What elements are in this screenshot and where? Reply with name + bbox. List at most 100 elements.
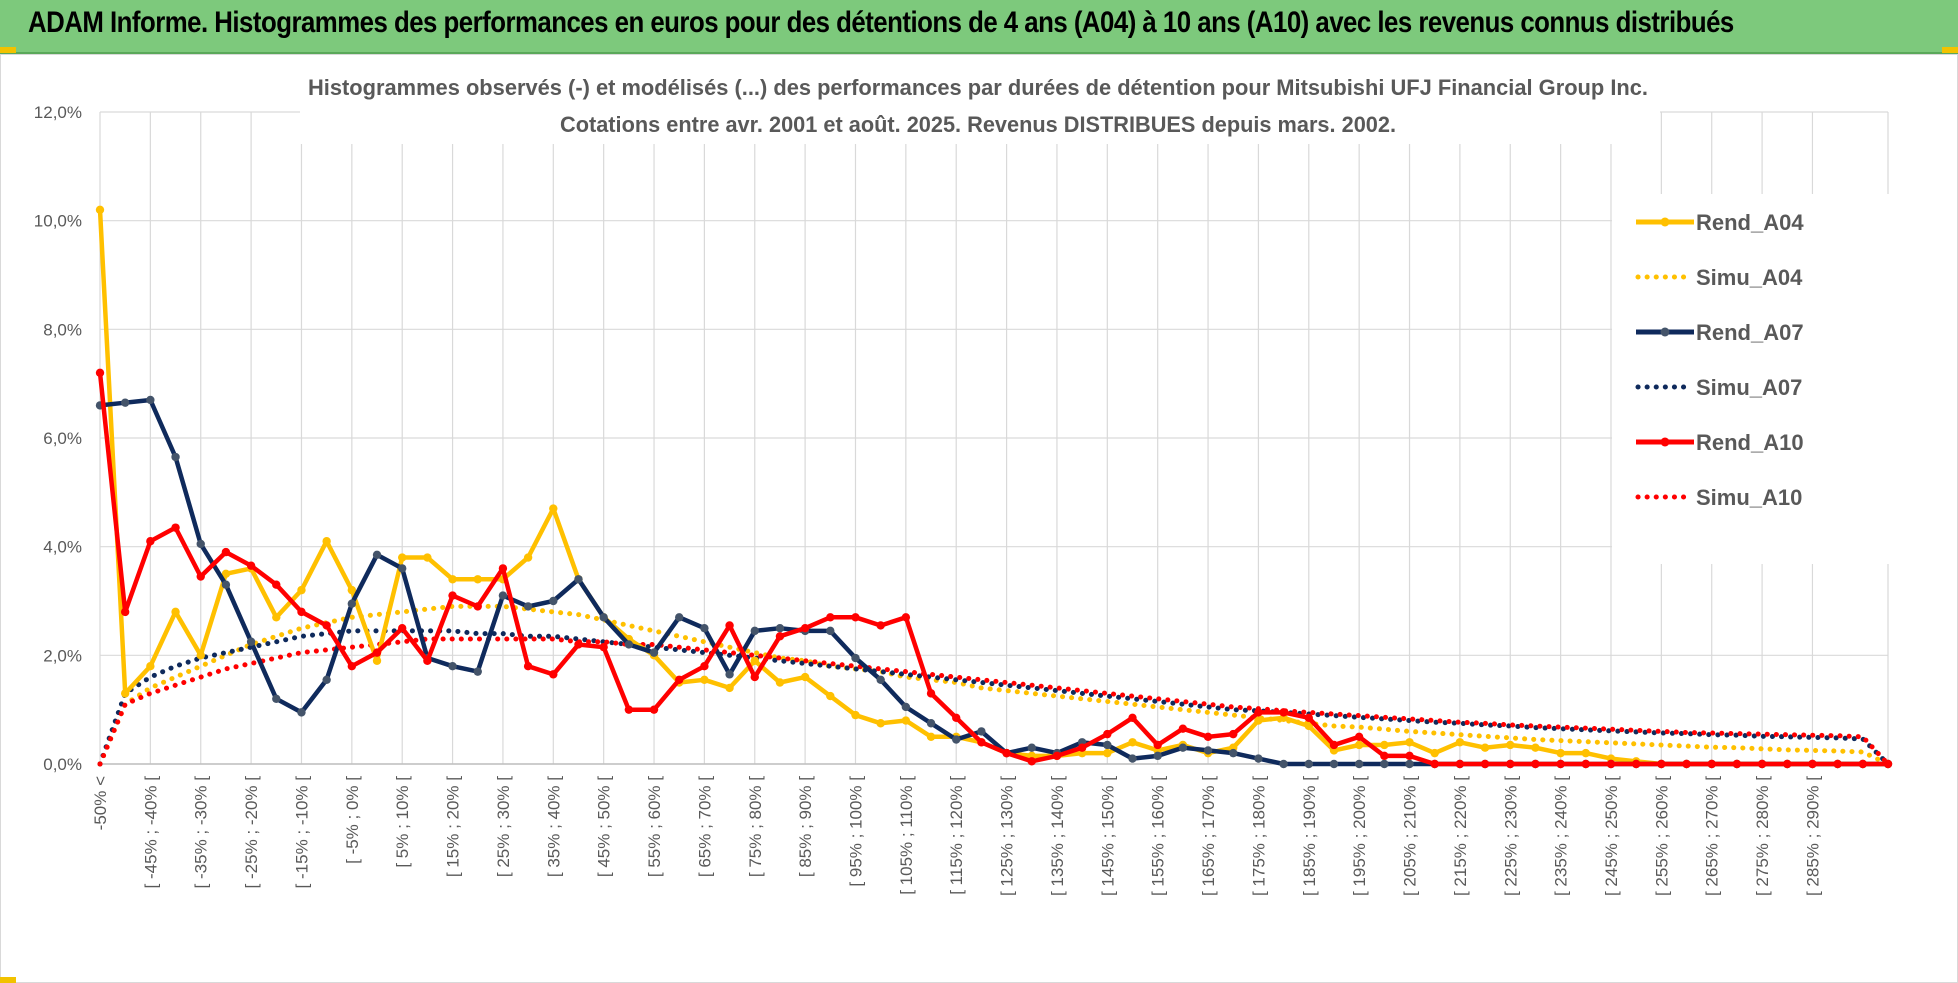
series-point-Rend_A07 [146, 395, 155, 405]
series-point-Rend_A10 [675, 675, 684, 684]
series-point-Rend_A10 [549, 670, 558, 679]
x-tick-label: [ 165% ; 170% [ [1199, 776, 1218, 896]
chart-title-line1: Histogrammes observés (-) et modélisés (… [308, 75, 1648, 100]
legend-marker-Rend_A04 [1660, 217, 1670, 227]
series-point-Rend_A07 [272, 694, 281, 703]
chart-legend: Rend_A04 Simu_A04 Rend_A07 Simu_A07 Rend_A10… [1612, 194, 1892, 564]
series-point-Rend_A10 [347, 662, 357, 671]
series-point-Rend_A10 [1531, 759, 1540, 769]
series-point-Rend_A10 [775, 632, 785, 641]
series-point-Rend_A07 [1254, 754, 1263, 763]
x-tick-label: [ 135% ; 140% [ [1048, 776, 1067, 896]
legend-label-Simu_A04: Simu_A04 [1696, 265, 1803, 290]
series-point-Rend_A07 [926, 719, 936, 728]
series-point-Rend_A10 [977, 738, 986, 747]
series-point-Rend_A07 [498, 591, 508, 600]
series-point-Rend_A04 [297, 585, 306, 595]
series-point-Rend_A07 [876, 675, 885, 684]
series-point-Rend_A07 [1329, 759, 1339, 769]
series-point-Rend_A10 [901, 613, 911, 622]
x-tick-label: [ 125% ; 130% [ [998, 776, 1017, 896]
performance-histogram-chart: 0,0% 2,0% 4,0% 6,0% 8,0% 10,0% 12,0% -50% < [ -… [34, 64, 1893, 896]
series-point-Rend_A07 [1178, 743, 1188, 752]
series-point-Rend_A07 [196, 539, 205, 549]
series-point-Rend_A04 [1581, 748, 1591, 758]
series-point-Rend_A04 [1506, 740, 1515, 750]
series-point-Rend_A04 [221, 569, 231, 579]
series-point-Rend_A10 [599, 642, 608, 652]
legend-label-Rend_A07: Rend_A07 [1696, 320, 1804, 345]
series-point-Rend_A10 [1128, 713, 1137, 723]
series-point-Rend_A04 [473, 575, 482, 584]
series-point-Rend_A04 [549, 504, 558, 513]
series-point-Rend_A04 [750, 656, 759, 665]
chart-title-block: Histogrammes observés (-) et modélisés (… [300, 64, 1660, 144]
x-tick-label: [ 15% ; 20% [ [444, 776, 463, 877]
series-point-Rend_A07 [120, 398, 130, 407]
x-tick-label: [ 45% ; 50% [ [595, 776, 614, 877]
series-point-Rend_A10 [473, 602, 482, 611]
series-point-Rend_A10 [1027, 757, 1036, 766]
x-axis: -50% < [ -45% ; -40% [[ -35% ; -30% [[ -2… [91, 776, 1822, 896]
series-point-Rend_A10 [700, 662, 709, 671]
series-point-Rend_A04 [725, 683, 734, 693]
series-point-Rend_A07 [397, 564, 407, 573]
series-point-Rend_A04 [1254, 716, 1263, 725]
series-point-Rend_A07 [473, 667, 482, 676]
series-point-Rend_A10 [1732, 759, 1742, 769]
x-tick-label: [ -35% ; -30% [ [192, 776, 211, 889]
series-point-Rend_A10 [1631, 759, 1641, 769]
legend-label-Rend_A04: Rend_A04 [1696, 210, 1804, 235]
series-point-Rend_A10 [1480, 759, 1490, 769]
series-point-Rend_A07 [448, 662, 457, 671]
y-tick-label: 2,0% [43, 646, 82, 665]
x-tick-label: [ -15% ; -10% [ [292, 776, 311, 889]
series-point-Rend_A07 [322, 675, 331, 684]
series-point-Rend_A10 [1556, 759, 1565, 769]
series-point-Rend_A04 [423, 553, 432, 562]
series-point-Rend_A07 [952, 735, 961, 744]
series-point-Rend_A10 [624, 705, 634, 714]
series-point-Rend_A07 [700, 623, 709, 633]
series-point-Rend_A10 [1279, 708, 1288, 717]
series-point-Rend_A10 [1707, 759, 1716, 769]
series-point-Rend_A10 [448, 591, 457, 600]
y-tick-label: 4,0% [43, 538, 82, 557]
x-tick-label: [ 155% ; 160% [ [1149, 776, 1168, 896]
report-banner: ADAM Informe. Histogrammes des performan… [0, 0, 1958, 54]
series-point-Rend_A04 [523, 553, 533, 562]
y-tick-label: 6,0% [43, 429, 82, 448]
series-point-Rend_A04 [1455, 738, 1465, 747]
series-point-Rend_A10 [1757, 759, 1767, 769]
x-tick-label: [ 195% ; 200% [ [1350, 776, 1369, 896]
series-point-Rend_A10 [1153, 740, 1162, 750]
x-tick-label: [ 115% ; 120% [ [947, 776, 966, 895]
series-point-Rend_A07 [1103, 740, 1112, 750]
series-point-Rend_A10 [221, 547, 231, 557]
series-point-Rend_A04 [146, 662, 155, 671]
series-point-Rend_A04 [347, 585, 357, 595]
series-point-Rend_A10 [574, 640, 583, 649]
series-point-Rend_A04 [1128, 738, 1137, 747]
series-point-Rend_A10 [1833, 759, 1842, 769]
x-tick-label: [ 235% ; 240% [ [1552, 776, 1571, 896]
series-point-Rend_A04 [1354, 740, 1364, 750]
series-point-Rend_A10 [171, 523, 180, 532]
series-point-Rend_A10 [397, 623, 407, 633]
y-tick-label: 0,0% [43, 755, 82, 774]
y-tick-label: 12,0% [34, 103, 82, 122]
series-point-Rend_A07 [851, 653, 860, 663]
series-point-Rend_A10 [800, 623, 810, 633]
series-point-Rend_A04 [372, 656, 382, 665]
series-point-Rend_A10 [1329, 740, 1339, 750]
x-tick-label: [ 65% ; 70% [ [695, 776, 714, 877]
series-point-Rend_A07 [221, 580, 231, 589]
series-point-Rend_A10 [146, 537, 155, 546]
x-tick-label: [ 145% ; 150% [ [1098, 776, 1117, 896]
series-point-Rend_A10 [1380, 751, 1389, 761]
series-point-Rend_A04 [1405, 738, 1414, 747]
series-point-Rend_A07 [1304, 759, 1313, 769]
series-point-Rend_A04 [1480, 743, 1490, 752]
series-point-Rend_A10 [1354, 732, 1364, 742]
series-point-Rend_A10 [1203, 732, 1213, 742]
